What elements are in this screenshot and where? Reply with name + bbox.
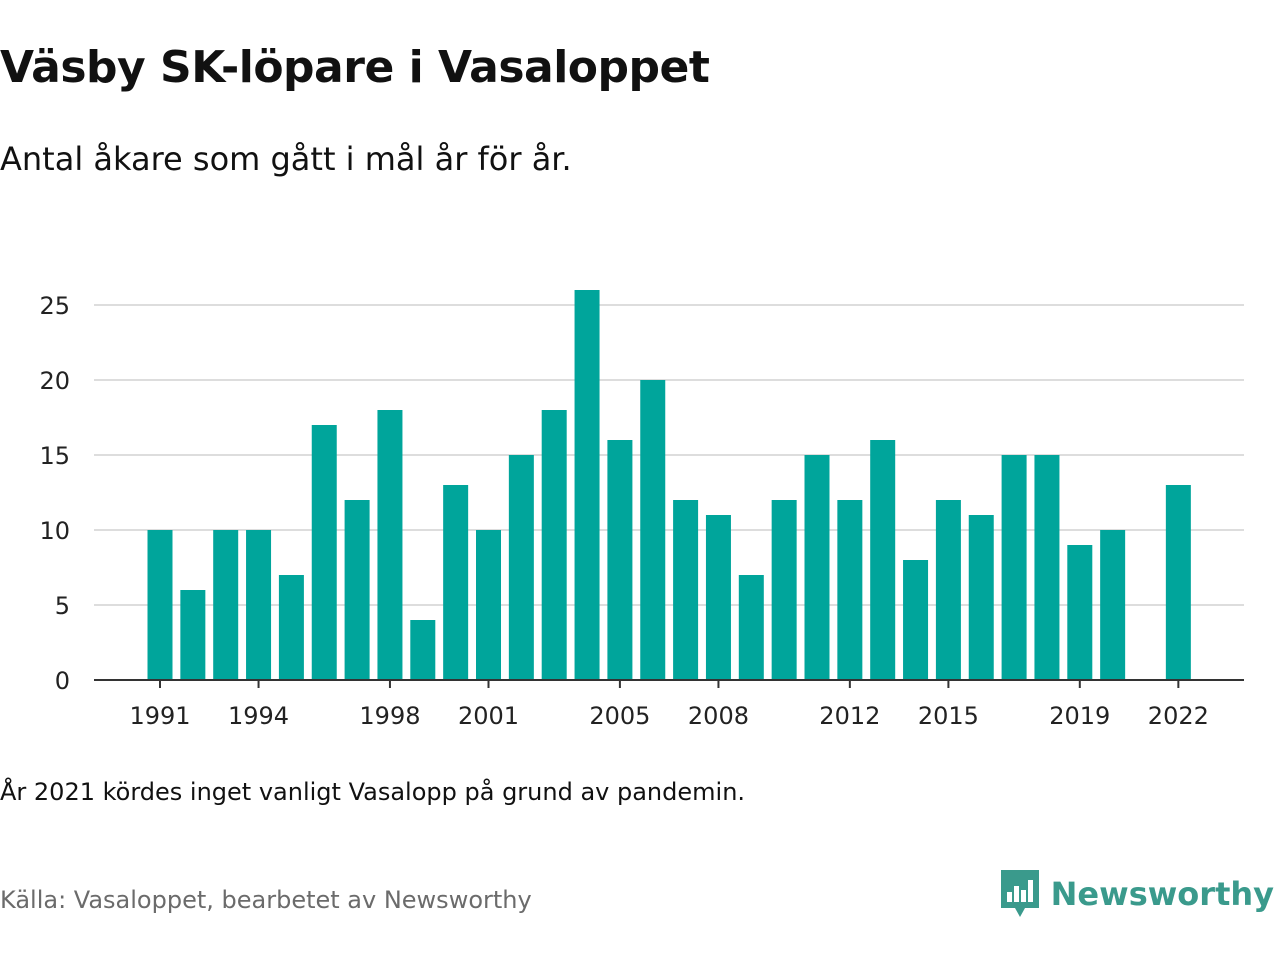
bar-1997: [344, 500, 370, 680]
bar-2004: [574, 290, 600, 680]
x-tick-label: 2005: [589, 702, 650, 730]
brand-logo[interactable]: Newsworthy: [1000, 870, 1274, 918]
y-tick-label: 0: [55, 667, 70, 695]
bar-2011: [804, 455, 830, 680]
bar-1999: [410, 620, 436, 680]
bar-2003: [541, 410, 567, 680]
bar-1993: [213, 530, 239, 680]
bar-2018: [1034, 455, 1060, 680]
chart-title: Väsby SK-löpare i Vasaloppet: [0, 42, 710, 93]
x-tick-label: 2019: [1049, 702, 1110, 730]
source-credit: Källa: Vasaloppet, bearbetet av Newswort…: [0, 886, 532, 914]
bar-2015: [935, 500, 961, 680]
bar-1994: [246, 530, 272, 680]
bar-2007: [673, 500, 699, 680]
bar-1991: [147, 530, 173, 680]
bars: [147, 290, 1191, 680]
y-tick-label: 20: [39, 367, 70, 395]
axes: 0 5 10 15 20 25 1991 1994 1998 2001 2005 2008 2012 20…: [39, 292, 1244, 730]
bar-2009: [738, 575, 764, 680]
x-tick-label: 1991: [129, 702, 190, 730]
bar-2017: [1001, 455, 1027, 680]
newsworthy-logo-icon: [1000, 870, 1039, 917]
x-tick-label: 2015: [918, 702, 979, 730]
bar-2002: [508, 455, 534, 680]
bar-2020: [1100, 530, 1126, 680]
x-tick-label: 1998: [359, 702, 420, 730]
bar-1992: [180, 590, 206, 680]
bar-2022: [1165, 485, 1191, 680]
x-tick-label: 2012: [819, 702, 880, 730]
bar-2001: [476, 530, 501, 680]
bar-2005: [607, 440, 633, 680]
x-tick-label: 2022: [1148, 702, 1209, 730]
y-tick-label: 25: [39, 292, 70, 320]
bar-1995: [278, 575, 304, 680]
brand-name: Newsworthy: [1050, 875, 1274, 913]
bar-2010: [771, 500, 797, 680]
bar-2013: [870, 440, 896, 680]
y-tick-label: 10: [39, 517, 70, 545]
y-tick-label: 5: [55, 592, 70, 620]
bar-2016: [968, 515, 994, 680]
y-tick-label: 15: [39, 442, 70, 470]
bar-2019: [1067, 545, 1093, 680]
x-tick-label: 1994: [228, 702, 289, 730]
x-tick-label: 2001: [458, 702, 519, 730]
bar-chart: 0 5 10 15 20 25 1991 1994 1998 2001 2005 2008 2012 20…: [39, 290, 1244, 730]
bar-2014: [903, 560, 929, 680]
x-tick-label: 2008: [688, 702, 749, 730]
chart-subtitle: Antal åkare som gått i mål år för år.: [0, 140, 572, 178]
bar-2006: [640, 380, 666, 680]
bar-1998: [377, 410, 403, 680]
bar-1996: [311, 425, 337, 680]
bar-2008: [705, 515, 731, 680]
bar-2000: [443, 485, 469, 680]
footnote: År 2021 kördes inget vanligt Vasalopp på…: [0, 778, 746, 806]
bar-2012: [837, 500, 863, 680]
